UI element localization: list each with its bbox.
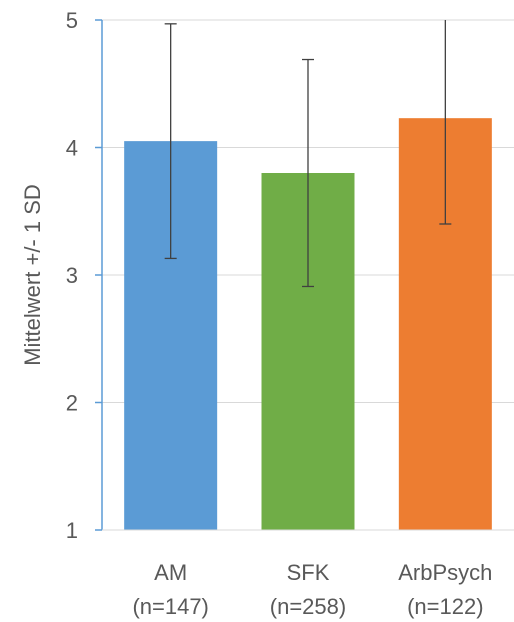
x-category-sample-size: (n=122) xyxy=(407,594,483,619)
error-bar xyxy=(164,23,177,260)
y-tick-label: 4 xyxy=(66,136,78,161)
y-axis-title: Mittelwert +/- 1 SD xyxy=(20,184,45,366)
x-category-sample-size: (n=147) xyxy=(132,594,208,619)
y-tick-label: 2 xyxy=(66,391,78,416)
error-bar xyxy=(439,20,452,225)
x-category-labels: AM (n=147) SFK (n=258) ArbPsych (n=122) xyxy=(132,560,492,619)
x-category-label: AM xyxy=(154,560,187,585)
error-bar xyxy=(302,58,314,288)
x-category-label: ArbPsych xyxy=(398,560,492,585)
axes xyxy=(95,19,514,531)
y-tick-label: 5 xyxy=(66,8,78,33)
x-category-label: SFK xyxy=(287,560,330,585)
y-tick-label: 3 xyxy=(66,263,78,288)
y-tick-labels: 1 2 3 4 5 xyxy=(66,8,78,543)
error-bars xyxy=(164,20,452,288)
y-tick-label: 1 xyxy=(66,518,78,543)
x-category-sample-size: (n=258) xyxy=(270,594,346,619)
